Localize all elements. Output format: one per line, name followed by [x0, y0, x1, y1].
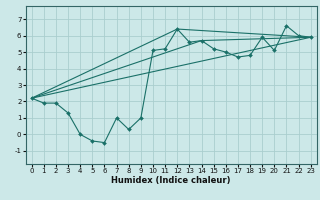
X-axis label: Humidex (Indice chaleur): Humidex (Indice chaleur)	[111, 176, 231, 185]
